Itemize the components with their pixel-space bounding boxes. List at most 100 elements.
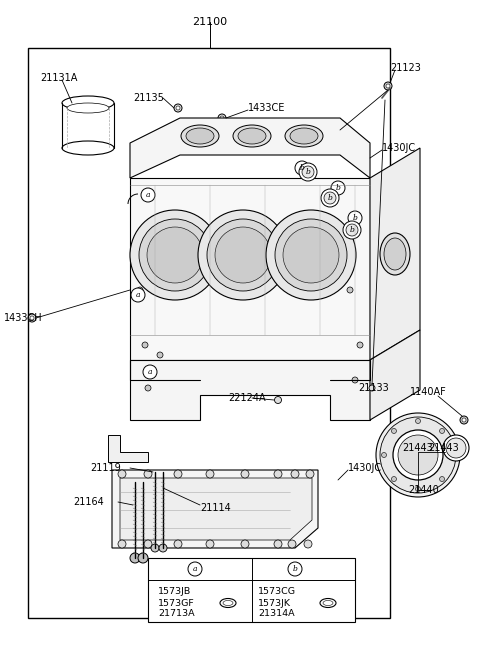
Circle shape [28,314,36,322]
Circle shape [198,210,288,300]
Circle shape [398,435,438,475]
Text: b: b [349,226,354,234]
Circle shape [440,476,444,482]
Circle shape [137,287,143,293]
Text: b: b [336,184,340,192]
Text: 21713A: 21713A [158,609,194,619]
Bar [148,558,355,622]
Text: 21314A: 21314A [258,609,295,619]
Text: 1573JB: 1573JB [158,588,191,596]
Circle shape [220,116,224,120]
Circle shape [382,453,386,457]
Text: a: a [136,291,140,299]
Circle shape [206,470,214,478]
Circle shape [218,114,226,122]
Text: 21119: 21119 [90,463,121,473]
Text: 1573CG: 1573CG [258,588,296,596]
Circle shape [443,435,469,461]
Text: 21440: 21440 [408,485,439,495]
Ellipse shape [186,128,214,144]
Circle shape [288,562,302,576]
Circle shape [304,540,312,548]
Ellipse shape [220,598,236,607]
Ellipse shape [285,125,323,147]
Circle shape [131,288,145,302]
Text: b: b [353,214,358,222]
Text: 21164: 21164 [73,497,104,507]
Circle shape [352,377,358,383]
Circle shape [130,553,140,563]
Text: 21443: 21443 [428,443,459,453]
Ellipse shape [62,96,114,110]
Ellipse shape [320,598,336,607]
Circle shape [118,540,126,548]
Circle shape [449,453,455,457]
Circle shape [324,192,336,204]
Circle shape [144,470,152,478]
Text: a: a [193,565,197,573]
Circle shape [215,227,271,283]
Circle shape [274,470,282,478]
Circle shape [130,210,220,300]
Circle shape [302,166,314,178]
Circle shape [306,470,314,478]
Ellipse shape [67,103,109,113]
Ellipse shape [384,238,406,270]
Polygon shape [120,478,312,540]
Ellipse shape [223,600,233,605]
Text: b: b [327,194,333,202]
Text: b: b [293,565,298,573]
Circle shape [206,540,214,548]
Circle shape [188,562,202,576]
Text: 21443: 21443 [403,443,433,453]
Text: 21135: 21135 [133,93,164,103]
Circle shape [347,287,353,293]
Circle shape [321,189,339,207]
Circle shape [174,540,182,548]
Circle shape [241,540,249,548]
Circle shape [141,188,155,202]
Circle shape [142,342,148,348]
Text: 21114: 21114 [200,503,231,513]
Text: 1573JK: 1573JK [258,598,291,607]
Polygon shape [108,435,148,462]
Circle shape [176,106,180,110]
Polygon shape [370,148,420,360]
Circle shape [369,385,375,391]
Circle shape [331,181,345,195]
Text: 1573GF: 1573GF [158,598,195,607]
Circle shape [145,385,151,391]
Polygon shape [130,118,370,178]
Circle shape [392,476,396,482]
Circle shape [275,219,347,291]
Circle shape [299,163,317,181]
Ellipse shape [290,128,318,144]
Circle shape [174,470,182,478]
Circle shape [143,365,157,379]
Circle shape [393,430,443,480]
Text: 21123: 21123 [390,63,421,73]
Text: 21131A: 21131A [40,73,77,83]
Text: 1430JC: 1430JC [348,463,382,473]
Circle shape [386,84,390,88]
Polygon shape [112,470,318,548]
Circle shape [416,487,420,491]
Circle shape [392,428,396,434]
Circle shape [275,396,281,403]
Text: 1140AF: 1140AF [410,387,447,397]
Polygon shape [370,330,420,420]
Ellipse shape [238,128,266,144]
Circle shape [138,553,148,563]
Text: 1433CE: 1433CE [248,103,286,113]
Ellipse shape [323,600,333,605]
Circle shape [241,470,249,478]
Circle shape [157,352,163,358]
Text: 21100: 21100 [192,17,228,27]
Text: 1430JC: 1430JC [382,143,416,153]
Circle shape [348,211,362,225]
Circle shape [446,438,466,458]
Circle shape [139,219,211,291]
Circle shape [376,413,460,497]
Circle shape [144,540,152,548]
Polygon shape [130,360,370,420]
